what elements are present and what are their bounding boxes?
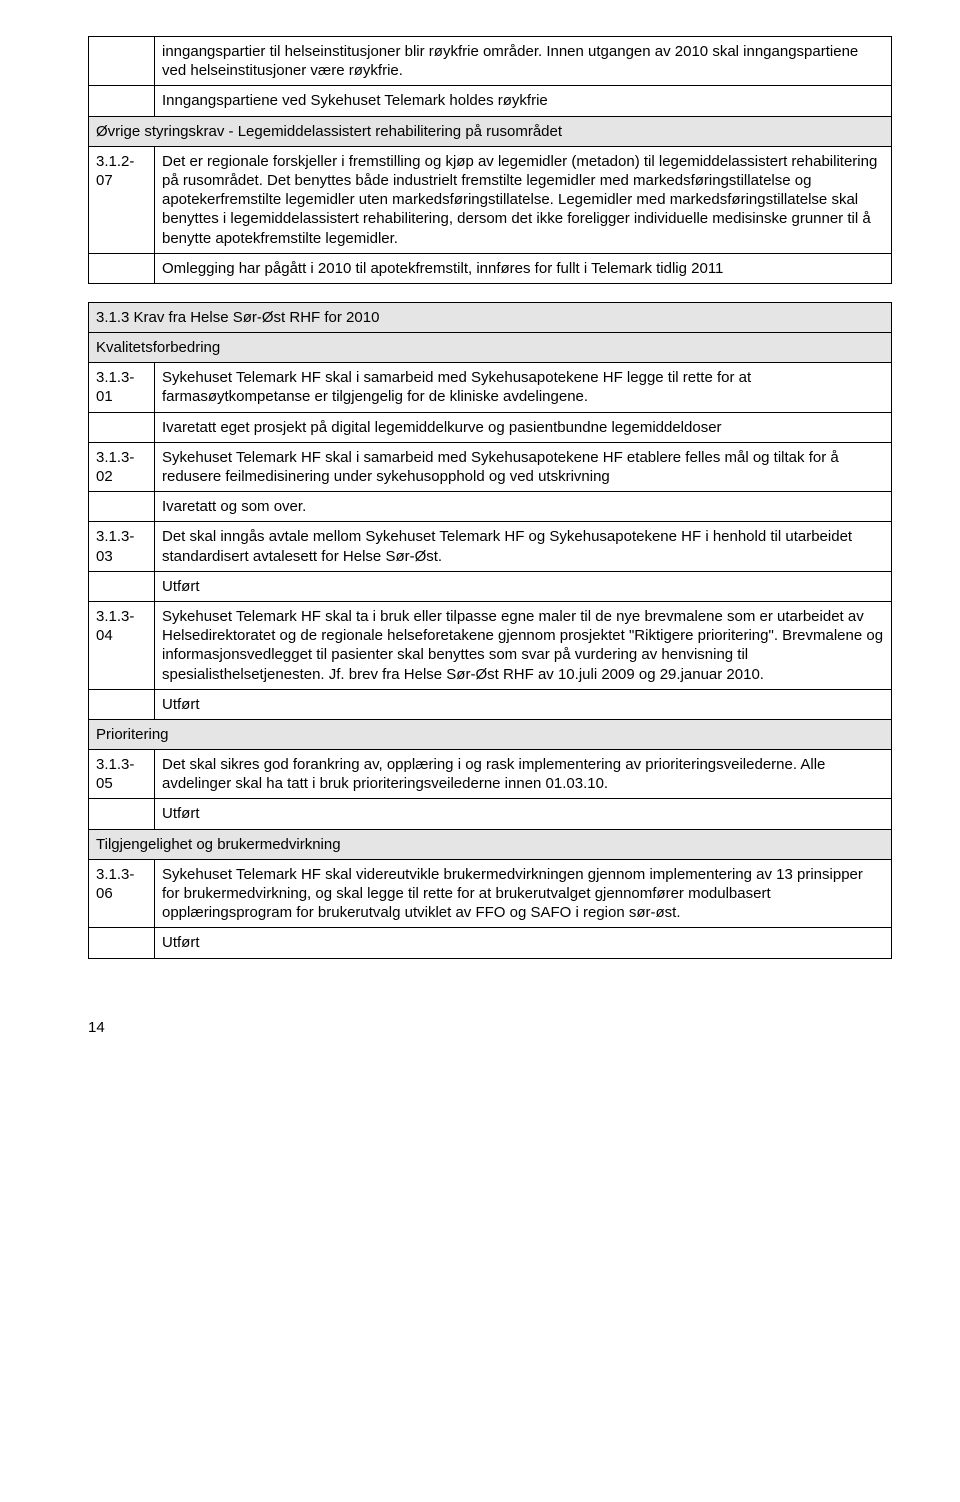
cell-text: inngangspartier til helseinstitusjoner b… bbox=[155, 37, 892, 86]
section-row: Tilgjengelighet og brukermedvirkning bbox=[89, 829, 892, 859]
table-row: Omlegging har pågått i 2010 til apotekfr… bbox=[89, 253, 892, 283]
cell-text: Utført bbox=[155, 689, 892, 719]
table-row: 3.1.2-07 Det er regionale forskjeller i … bbox=[89, 146, 892, 253]
cell-id bbox=[89, 689, 155, 719]
document-page: inngangspartier til helseinstitusjoner b… bbox=[0, 0, 960, 1066]
table-row: 3.1.3-05 Det skal sikres god forankring … bbox=[89, 750, 892, 799]
section-text: Kvalitetsforbedring bbox=[89, 333, 892, 363]
section-row: 3.1.3 Krav fra Helse Sør-Øst RHF for 201… bbox=[89, 302, 892, 332]
table-row: 3.1.3-01 Sykehuset Telemark HF skal i sa… bbox=[89, 363, 892, 412]
cell-id bbox=[89, 928, 155, 958]
cell-id: 3.1.3-06 bbox=[89, 859, 155, 928]
table-row: Inngangspartiene ved Sykehuset Telemark … bbox=[89, 86, 892, 116]
section-text: Tilgjengelighet og brukermedvirkning bbox=[89, 829, 892, 859]
table-row: Utført bbox=[89, 571, 892, 601]
cell-text: Det er regionale forskjeller i fremstill… bbox=[155, 146, 892, 253]
table-row: inngangspartier til helseinstitusjoner b… bbox=[89, 37, 892, 86]
section-row: Øvrige styringskrav - Legemiddelassister… bbox=[89, 116, 892, 146]
page-number: 14 bbox=[88, 1019, 892, 1036]
cell-text: Utført bbox=[155, 928, 892, 958]
cell-id bbox=[89, 492, 155, 522]
table-row: Utført bbox=[89, 799, 892, 829]
cell-text: Sykehuset Telemark HF skal ta i bruk ell… bbox=[155, 601, 892, 689]
table-row: Ivaretatt og som over. bbox=[89, 492, 892, 522]
cell-text: Sykehuset Telemark HF skal i samarbeid m… bbox=[155, 363, 892, 412]
cell-id: 3.1.3-04 bbox=[89, 601, 155, 689]
section-row: Prioritering bbox=[89, 719, 892, 749]
table-row: 3.1.3-03 Det skal inngås avtale mellom S… bbox=[89, 522, 892, 571]
cell-id: 3.1.3-01 bbox=[89, 363, 155, 412]
cell-id: 3.1.3-02 bbox=[89, 442, 155, 491]
cell-id bbox=[89, 86, 155, 116]
cell-id bbox=[89, 37, 155, 86]
table-row: 3.1.3-02 Sykehuset Telemark HF skal i sa… bbox=[89, 442, 892, 491]
section-text: Øvrige styringskrav - Legemiddelassister… bbox=[89, 116, 892, 146]
table-row: 3.1.3-06 Sykehuset Telemark HF skal vide… bbox=[89, 859, 892, 928]
section-row: Kvalitetsforbedring bbox=[89, 333, 892, 363]
table-gap bbox=[88, 284, 892, 302]
table-1: inngangspartier til helseinstitusjoner b… bbox=[88, 36, 892, 284]
cell-id bbox=[89, 253, 155, 283]
cell-text: Utført bbox=[155, 799, 892, 829]
cell-id: 3.1.3-05 bbox=[89, 750, 155, 799]
cell-id: 3.1.2-07 bbox=[89, 146, 155, 253]
cell-text: Omlegging har pågått i 2010 til apotekfr… bbox=[155, 253, 892, 283]
cell-text: Sykehuset Telemark HF skal videreutvikle… bbox=[155, 859, 892, 928]
table-2: 3.1.3 Krav fra Helse Sør-Øst RHF for 201… bbox=[88, 302, 892, 959]
section-text: 3.1.3 Krav fra Helse Sør-Øst RHF for 201… bbox=[89, 302, 892, 332]
cell-text: Inngangspartiene ved Sykehuset Telemark … bbox=[155, 86, 892, 116]
table-row: Utført bbox=[89, 689, 892, 719]
cell-text: Utført bbox=[155, 571, 892, 601]
cell-id: 3.1.3-03 bbox=[89, 522, 155, 571]
cell-id bbox=[89, 799, 155, 829]
cell-text: Sykehuset Telemark HF skal i samarbeid m… bbox=[155, 442, 892, 491]
cell-text: Ivaretatt og som over. bbox=[155, 492, 892, 522]
cell-text: Ivaretatt eget prosjekt på digital legem… bbox=[155, 412, 892, 442]
cell-text: Det skal sikres god forankring av, opplæ… bbox=[155, 750, 892, 799]
cell-id bbox=[89, 571, 155, 601]
table-row: 3.1.3-04 Sykehuset Telemark HF skal ta i… bbox=[89, 601, 892, 689]
cell-text: Det skal inngås avtale mellom Sykehuset … bbox=[155, 522, 892, 571]
table-row: Utført bbox=[89, 928, 892, 958]
section-text: Prioritering bbox=[89, 719, 892, 749]
cell-id bbox=[89, 412, 155, 442]
table-row: Ivaretatt eget prosjekt på digital legem… bbox=[89, 412, 892, 442]
